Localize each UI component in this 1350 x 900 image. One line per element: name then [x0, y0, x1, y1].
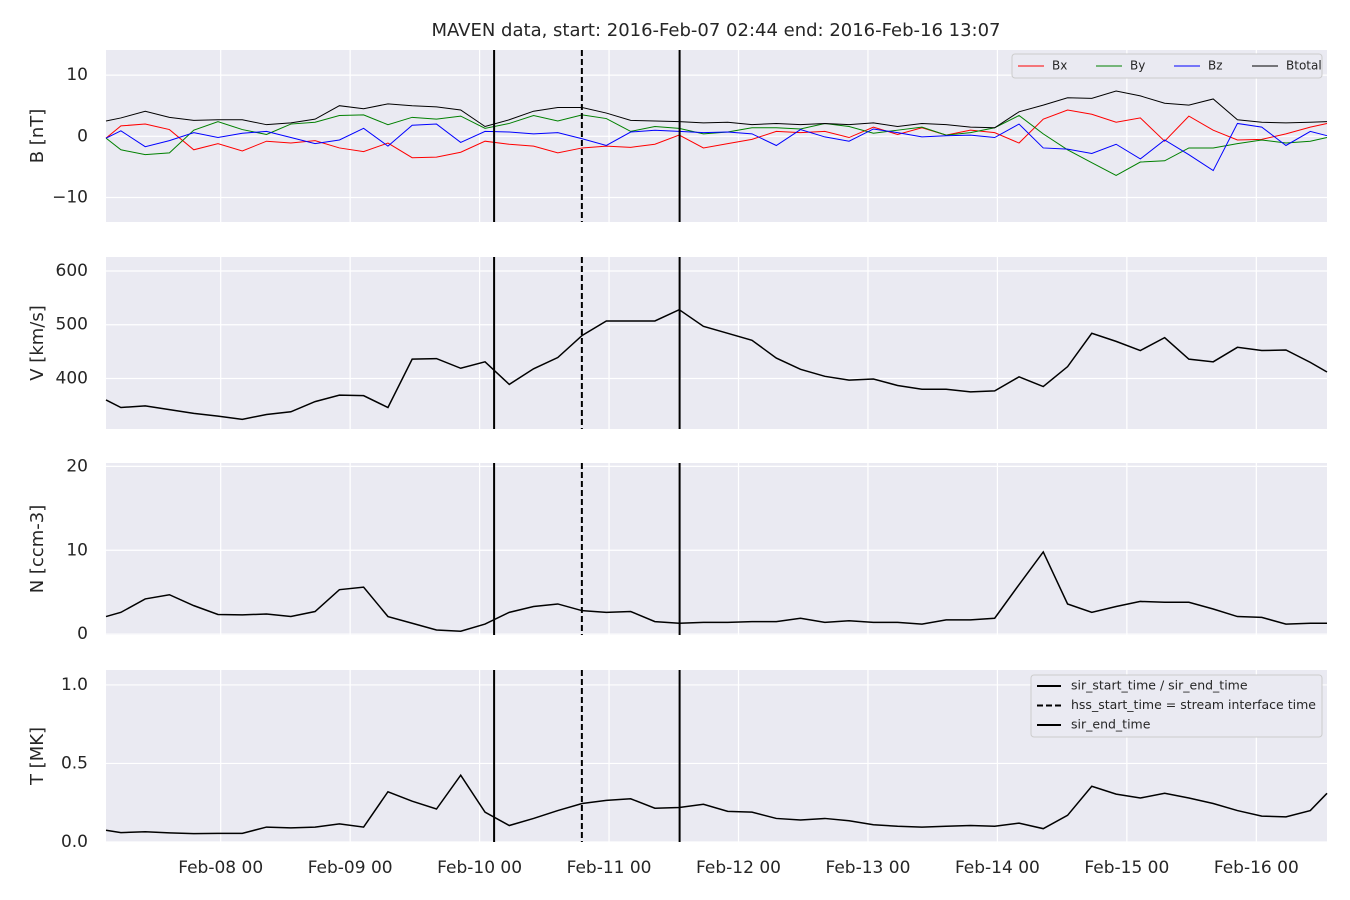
- panel: sir_start_time / sir_end_time hss_start_t…: [105, 670, 1328, 843]
- data-line: [105, 114, 1328, 177]
- legend-label: By: [1130, 59, 1145, 73]
- y-tick-label: 1.0: [61, 675, 88, 695]
- legend-label: hss_start_time = stream interface time: [1071, 697, 1316, 712]
- x-tick-label: Feb-08 00: [178, 858, 263, 878]
- y-tick-label: 500: [56, 315, 88, 335]
- x-tick-label: Feb-14 00: [955, 858, 1040, 878]
- x-tick-label: Feb-09 00: [308, 858, 393, 878]
- legend-label: Bx: [1052, 59, 1067, 73]
- legend-label: sir_start_time / sir_end_time: [1071, 678, 1248, 693]
- y-axis-label: T [MK]: [27, 727, 48, 786]
- y-tick-label: 20: [66, 456, 88, 476]
- x-tick-label: Feb-10 00: [437, 858, 522, 878]
- figure-title: MAVEN data, start: 2016-Feb-07 02:44 end…: [431, 20, 1000, 41]
- y-axis-label: V [km/s]: [27, 305, 48, 380]
- y-tick-label: 600: [56, 261, 88, 281]
- plot-background: [106, 463, 1327, 635]
- data-line: [105, 122, 1328, 172]
- x-tick-label: Feb-12 00: [696, 858, 781, 878]
- y-axis-label: N [ccm-3]: [27, 505, 48, 594]
- data-line: [105, 550, 1327, 632]
- data-line: [105, 773, 1328, 835]
- x-tick-label: Feb-11 00: [567, 858, 652, 878]
- y-tick-label: 0: [77, 624, 88, 644]
- panel: [105, 257, 1328, 429]
- legend-label: Bz: [1208, 59, 1223, 73]
- data-line: [105, 90, 1328, 129]
- y-tick-label: 10: [66, 65, 88, 85]
- x-tick-label: Feb-15 00: [1084, 858, 1169, 878]
- plot-background: [106, 257, 1327, 429]
- y-tick-label: 10: [66, 540, 88, 560]
- legend-label: sir_end_time: [1071, 717, 1151, 732]
- y-tick-label: 400: [56, 368, 88, 388]
- legend-box: [1030, 674, 1323, 738]
- x-tick-label: Feb-13 00: [826, 858, 911, 878]
- y-tick-label: −10: [52, 188, 88, 208]
- legend-box: [1011, 53, 1323, 79]
- panel: [105, 463, 1327, 635]
- y-tick-label: 0.0: [61, 832, 88, 852]
- y-tick-label: 0.5: [61, 753, 88, 773]
- panel: Bx By Bz Btotal: [105, 50, 1328, 222]
- y-tick-label: 0: [77, 126, 88, 146]
- y-axis-label: B [nT]: [27, 109, 48, 164]
- x-tick-label: Feb-16 00: [1214, 858, 1299, 878]
- data-line: [105, 308, 1328, 421]
- data-line: [105, 109, 1328, 159]
- legend-label: Btotal: [1286, 59, 1322, 73]
